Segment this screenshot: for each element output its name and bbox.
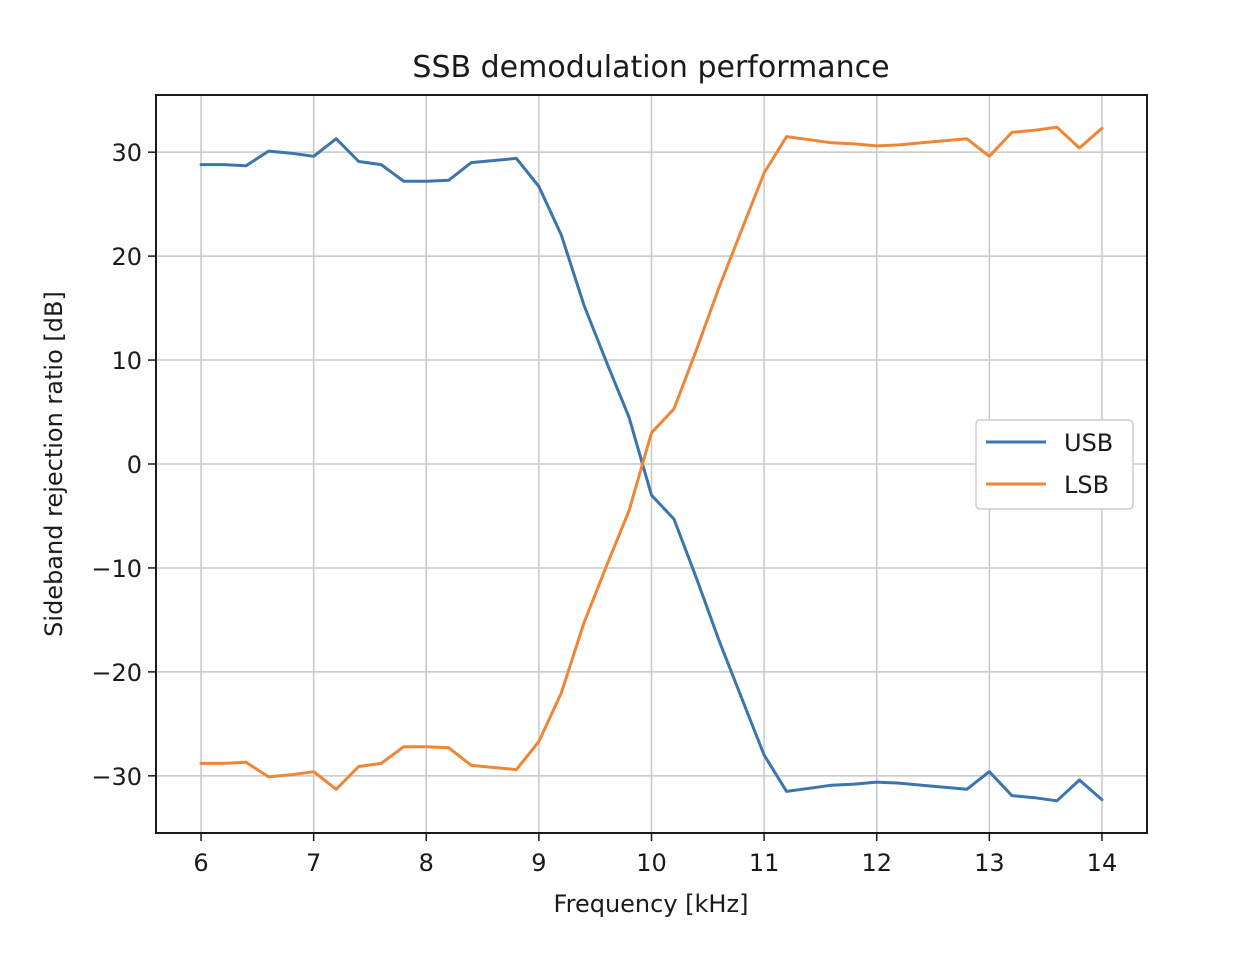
- y-tick-label: 20: [111, 243, 142, 271]
- y-tick-label: −30: [91, 763, 142, 791]
- x-tick-label: 10: [636, 849, 667, 877]
- y-tick-label: 0: [127, 451, 142, 479]
- x-tick-label: 12: [861, 849, 892, 877]
- y-tick-label: 10: [111, 347, 142, 375]
- x-tick-label: 13: [974, 849, 1005, 877]
- y-axis-label: Sideband rejection ratio [dB]: [40, 291, 68, 637]
- x-tick-label: 8: [419, 849, 434, 877]
- x-tick-label: 11: [749, 849, 780, 877]
- series-lines: [199, 125, 1104, 803]
- legend-usb-label: USB: [1064, 429, 1113, 457]
- y-tick-label: −20: [91, 659, 142, 687]
- x-axis-label: Frequency [kHz]: [554, 890, 749, 918]
- legend: USB LSB: [975, 419, 1134, 510]
- x-tick-label: 7: [306, 849, 321, 877]
- series-line-lsb: [199, 125, 1104, 791]
- x-tick-label: 9: [531, 849, 546, 877]
- y-tick-label: 30: [111, 139, 142, 167]
- x-tick-label: 6: [193, 849, 208, 877]
- axis-ticks: 6 7 8 9 10 11 12 13 14 −30 −20 −10 0 10 20 30: [91, 139, 1117, 877]
- series-line-usb: [199, 137, 1104, 803]
- y-tick-label: −10: [91, 555, 142, 583]
- x-tick-label: 14: [1087, 849, 1118, 877]
- legend-lsb-label: LSB: [1064, 471, 1109, 499]
- chart-title: SSB demodulation performance: [412, 50, 889, 85]
